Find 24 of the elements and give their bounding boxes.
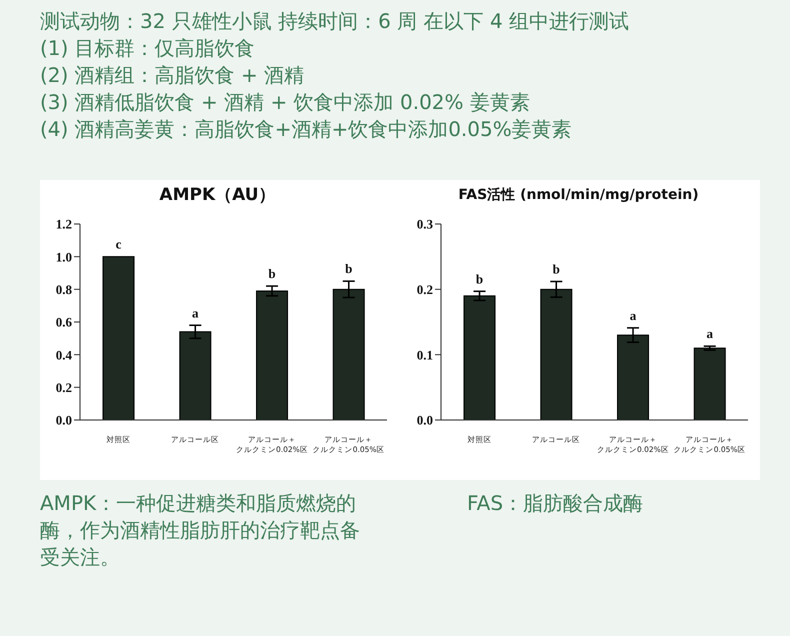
data-label: a	[630, 308, 637, 323]
chart-title: FAS活性 (nmol/min/mg/protein)	[457, 186, 700, 205]
text: AMPK：一种促进糖类和脂质燃烧的酶，作为酒精性脂肪肝的治疗靶点备受关注。	[40, 490, 360, 571]
data-label: b	[552, 261, 560, 276]
y-tick-label: 0.2	[56, 380, 72, 395]
data-label: c	[116, 236, 122, 252]
y-tick-label: 0.4	[56, 347, 72, 362]
text: FAS：脂肪酸合成酶	[467, 490, 644, 517]
data-label: b	[345, 261, 352, 276]
text: 测试动物：32 只雄性小鼠 持续时间：6 周 在以下 4 组中进行测试 (1) 目标群：仅高脂饮食 (2) 酒精组：高脂饮食 + 酒精 (3) 酒精低脂饮食 + 酒精 + 饮食中添加 0.02% 姜黄素 (4) 酒精高姜黄：高脂饮食+酒精+饮食中添加0.05%姜黄素	[40, 8, 630, 143]
y-tick-label: 1.0	[56, 249, 72, 264]
data-label: a	[706, 326, 714, 342]
y-tick-label: 0.1	[416, 347, 433, 362]
data-label: b	[476, 271, 484, 286]
chart-title: AMPK（AU）	[158, 184, 277, 207]
y-tick-label: 0.3	[416, 216, 434, 232]
data-label: a	[192, 305, 200, 320]
y-tick-label: 0.0	[56, 412, 72, 428]
data-label: b	[268, 266, 276, 282]
y-tick-label: 0.0	[416, 412, 433, 428]
y-tick-label: 0.8	[56, 282, 72, 297]
y-tick-label: 0.2	[416, 282, 433, 297]
y-tick-label: 1.2	[56, 216, 72, 232]
y-tick-label: 0.6	[56, 314, 72, 330]
